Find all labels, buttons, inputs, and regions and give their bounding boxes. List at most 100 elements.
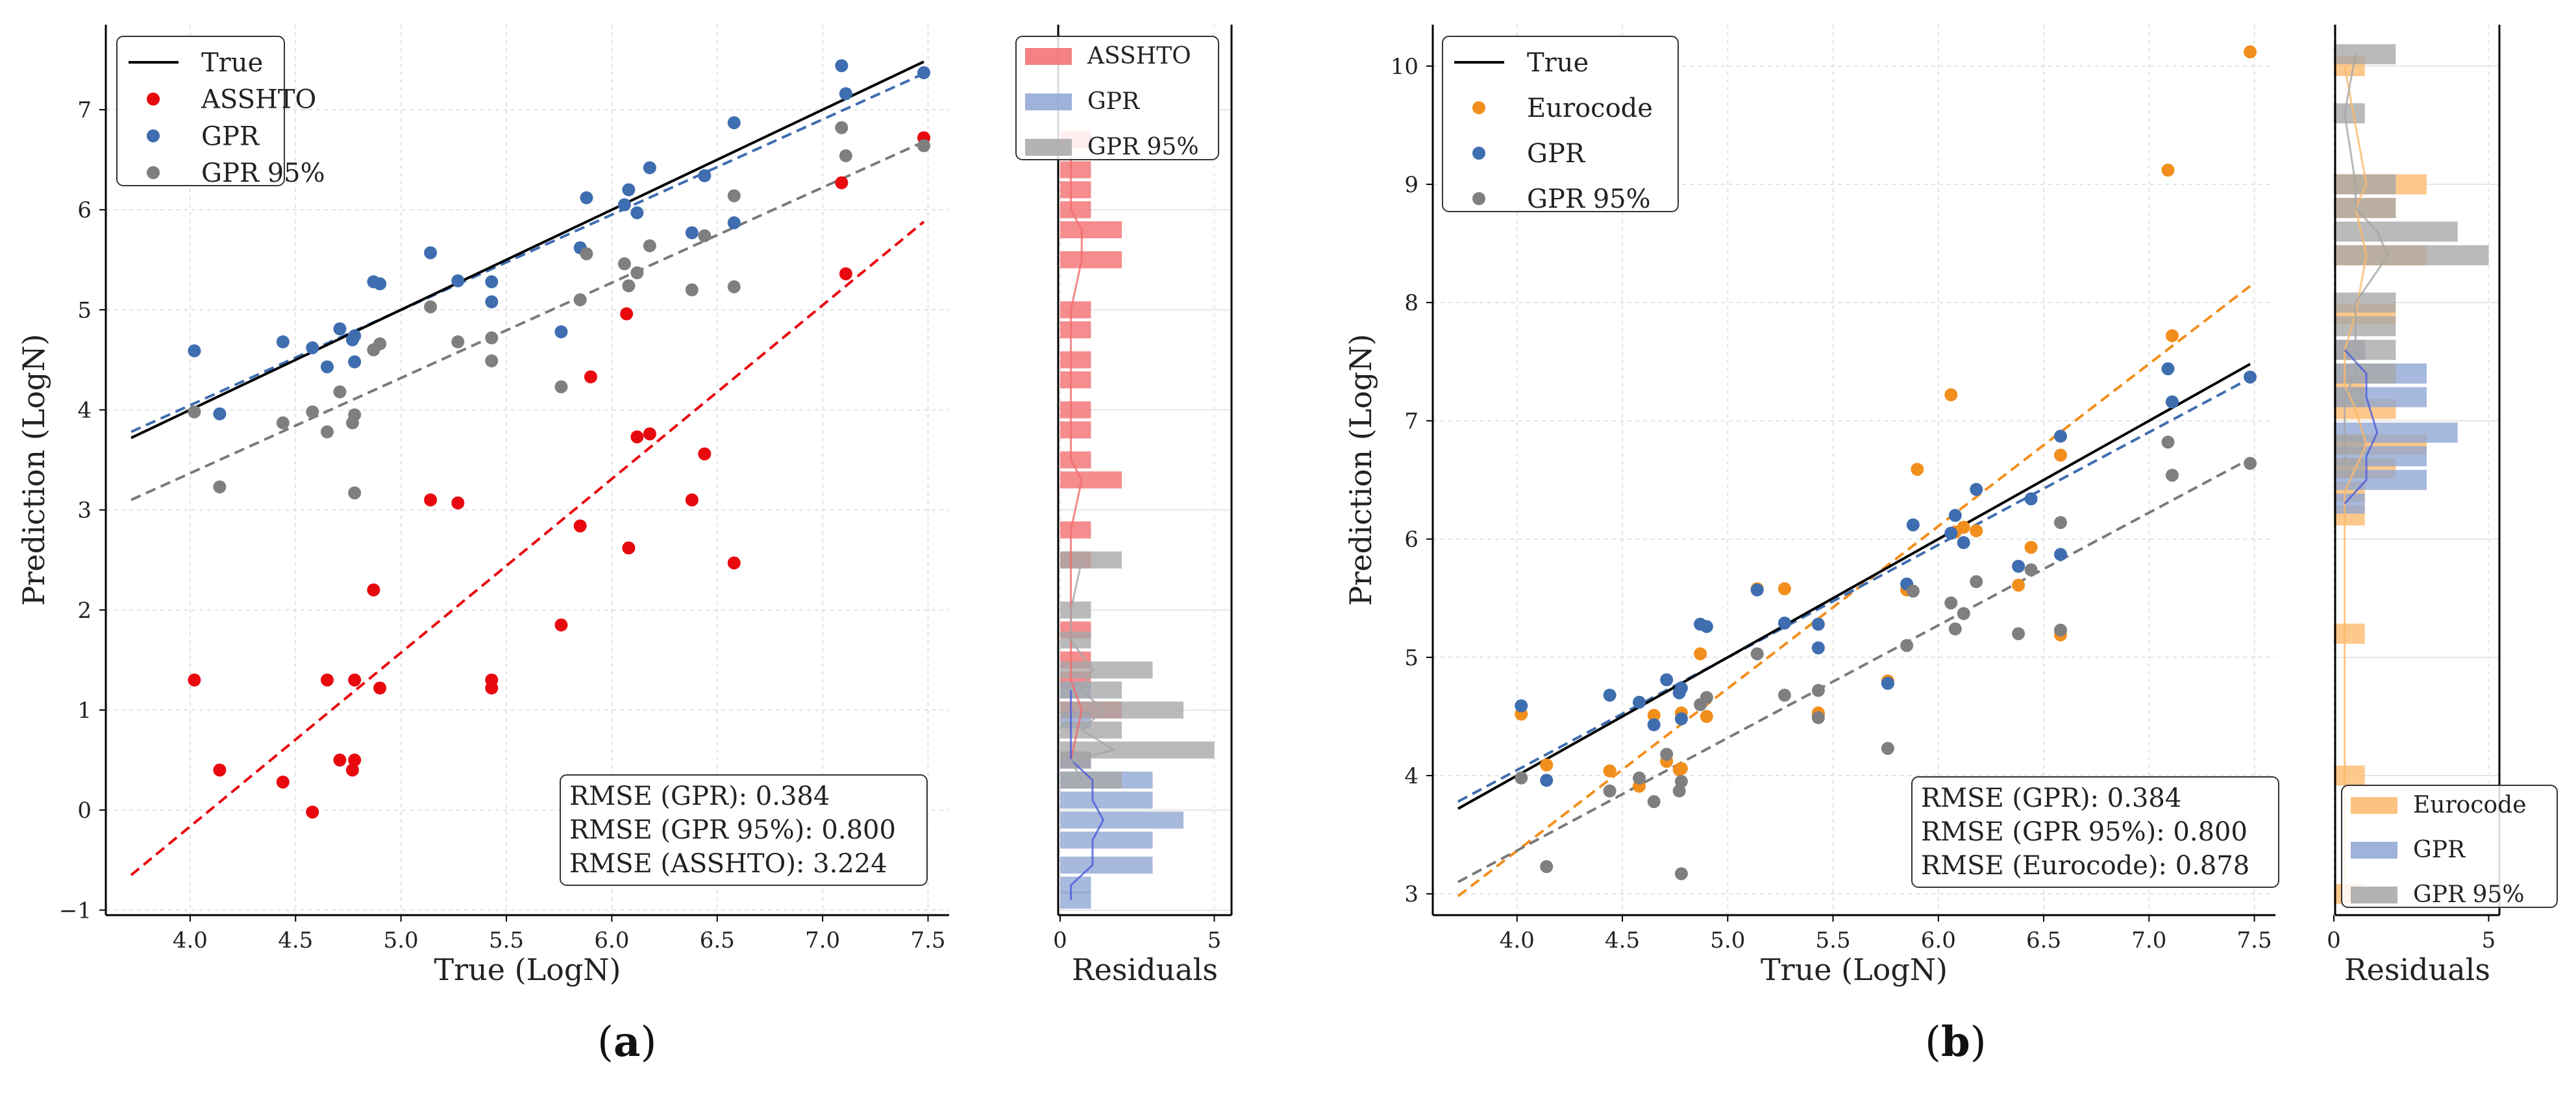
point-gpr-95- <box>554 380 568 394</box>
residual-legend-frame <box>2341 785 2558 908</box>
point-gpr <box>1647 718 1661 731</box>
point-gpr-95- <box>1811 683 1825 697</box>
x-axis-label: True (LogN) <box>1761 952 1948 987</box>
residual-legend-label: GPR <box>2413 837 2466 863</box>
y-tick-label: 5 <box>1404 645 1418 671</box>
point-gpr <box>727 216 741 230</box>
point-gpr-95- <box>1906 584 1920 598</box>
point-gpr <box>1881 676 1894 690</box>
point-gpr-95- <box>1674 867 1688 881</box>
legend-label: GPR <box>201 121 260 151</box>
point-asshto <box>276 775 290 789</box>
point-gpr-95- <box>839 149 852 162</box>
fit-line-gpr <box>1457 377 2251 803</box>
residual-axis-label: Residuals <box>2344 952 2490 987</box>
point-gpr <box>1660 673 1674 687</box>
x-axis-label: True (LogN) <box>434 952 621 987</box>
point-asshto <box>554 618 568 632</box>
point-asshto <box>367 583 380 596</box>
residual-tick-label: 0 <box>1053 927 1067 953</box>
annotation-frame <box>1911 776 2279 888</box>
residual-kde-asshto <box>1070 140 1083 761</box>
residual-legend-swatch-gpr-95- <box>1025 139 1072 156</box>
point-gpr <box>451 274 465 288</box>
y-tick-label: 10 <box>1391 54 1418 80</box>
x-tick-label: 5.0 <box>384 927 419 953</box>
point-gpr-95- <box>1750 647 1764 661</box>
point-gpr-95- <box>617 257 631 271</box>
point-gpr <box>2161 362 2175 376</box>
residual-bar-eurocode <box>2334 765 2365 786</box>
point-gpr <box>1777 616 1791 630</box>
point-gpr <box>1540 774 1554 787</box>
point-gpr-95- <box>306 405 319 419</box>
point-gpr <box>1811 641 1825 655</box>
annotation-frame <box>560 774 928 886</box>
y-tick-label: 0 <box>77 798 92 824</box>
point-asshto <box>630 430 644 444</box>
point-gpr <box>580 191 593 204</box>
point-gpr <box>1957 536 1970 550</box>
point-gpr-95- <box>917 139 931 153</box>
legend-label: GPR 95% <box>201 158 325 188</box>
point-gpr-95- <box>2012 627 2025 641</box>
point-asshto <box>685 493 699 507</box>
residual-bar-asshto <box>1060 201 1091 219</box>
residual-legend-swatch-asshto <box>1025 48 1072 65</box>
point-eurocode <box>2244 45 2257 58</box>
point-gpr <box>1674 681 1688 695</box>
point-gpr-95- <box>485 354 499 367</box>
point-gpr-95- <box>2024 563 2038 576</box>
residual-bar-gpr-95- <box>2334 434 2365 455</box>
point-asshto <box>620 307 634 321</box>
point-asshto <box>573 519 587 533</box>
annotation-line: RMSE (ASSHTO): 3.224 <box>569 849 887 879</box>
point-asshto <box>622 541 636 555</box>
point-gpr <box>320 360 334 374</box>
point-asshto <box>727 556 741 570</box>
residual-legend-label: Eurocode <box>2413 792 2527 818</box>
residual-bar-gpr <box>1060 791 1153 809</box>
point-gpr-95- <box>2161 435 2175 449</box>
point-gpr <box>1970 483 1983 497</box>
residual-bar-gpr-95- <box>2334 197 2396 218</box>
point-gpr-95- <box>2054 623 2068 637</box>
point-eurocode <box>2024 541 2038 554</box>
point-gpr <box>617 198 631 212</box>
x-tick-label: 4.5 <box>278 927 313 953</box>
point-eurocode <box>1647 709 1661 722</box>
point-asshto <box>835 176 848 190</box>
residual-bar-gpr-95- <box>2334 363 2396 384</box>
point-gpr-95- <box>573 293 587 306</box>
point-asshto <box>373 681 387 695</box>
point-gpr <box>630 206 644 219</box>
residual-tick-label: 5 <box>2482 927 2496 953</box>
residual-tick-label: 5 <box>1208 927 1222 953</box>
point-gpr-95- <box>188 405 201 419</box>
residual-bar-gpr-95- <box>2334 221 2458 242</box>
legend-label: GPR 95% <box>1527 184 1651 214</box>
point-gpr <box>1603 689 1616 702</box>
residual-bar-gpr-95- <box>1060 751 1091 769</box>
point-gpr <box>348 329 362 343</box>
annotation-line: RMSE (GPR): 0.384 <box>569 781 830 811</box>
y-tick-label: 2 <box>77 598 92 624</box>
residual-legend-label: GPR 95% <box>2413 881 2525 908</box>
legend-swatch-asshto <box>147 92 160 106</box>
point-gpr-95- <box>1881 742 1894 755</box>
residual-legend: Eurocode GPR GPR 95% <box>2341 785 2558 908</box>
point-gpr <box>698 169 712 182</box>
residual-bar-gpr-95- <box>1060 771 1122 789</box>
point-gpr-95- <box>1540 860 1554 874</box>
point-gpr <box>373 277 387 291</box>
residual-bar-asshto <box>1060 161 1091 178</box>
point-gpr <box>333 322 347 336</box>
y-tick-label: 6 <box>77 197 92 223</box>
y-tick-label: 3 <box>77 498 92 524</box>
true-line <box>1457 363 2251 810</box>
fit-line-gpr-95- <box>130 140 924 502</box>
point-gpr <box>835 59 848 73</box>
panel-label-a-letter: a <box>613 1018 641 1066</box>
legend-label: ASSHTO <box>201 85 316 115</box>
